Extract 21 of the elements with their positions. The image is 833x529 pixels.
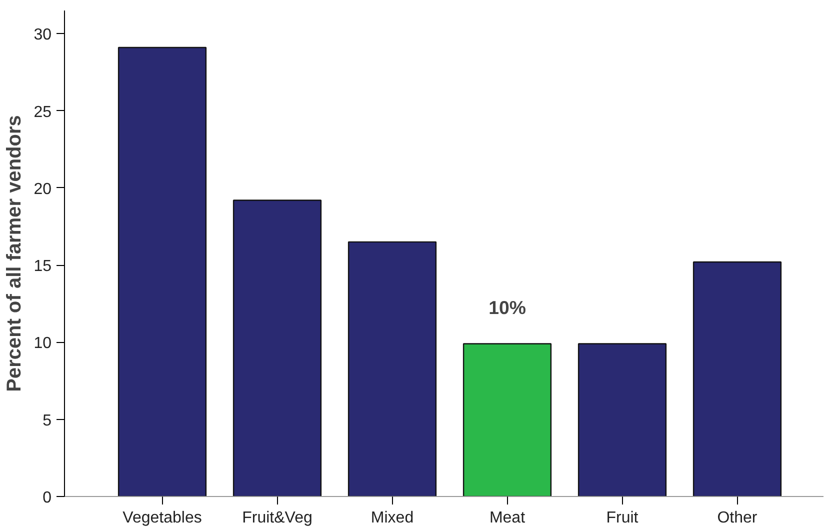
x-tick-label: Other [717, 510, 758, 526]
x-tick-label: Meat [489, 510, 526, 526]
bar [118, 46, 207, 496]
x-tick-label: Mixed [370, 510, 414, 526]
x-tick-label: Vegetables [122, 510, 202, 526]
y-tick-label: 20 [34, 180, 52, 198]
bar [348, 241, 437, 496]
y-tick-label: 10 [34, 335, 52, 352]
y-tick-label: 0 [42, 490, 52, 506]
annotation: 10% [488, 296, 526, 318]
y-tick-label: 30 [34, 26, 52, 44]
y-tick-label: 15 [34, 258, 52, 276]
bar [578, 343, 667, 496]
bar [232, 200, 322, 496]
y-tick-label: 5 [42, 412, 52, 430]
bar [692, 261, 782, 496]
y-axis-title: Percent of all farmer vendors [4, 115, 26, 392]
x-tick-label: Fruit&Veg [242, 510, 312, 526]
bar [462, 343, 552, 496]
y-tick-label: 25 [34, 104, 52, 121]
x-tick-label: Fruit [606, 510, 639, 526]
